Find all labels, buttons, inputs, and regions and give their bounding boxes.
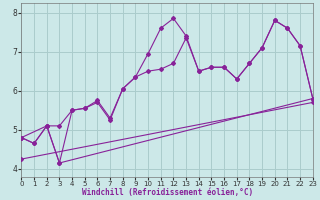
X-axis label: Windchill (Refroidissement éolien,°C): Windchill (Refroidissement éolien,°C) (82, 188, 253, 197)
